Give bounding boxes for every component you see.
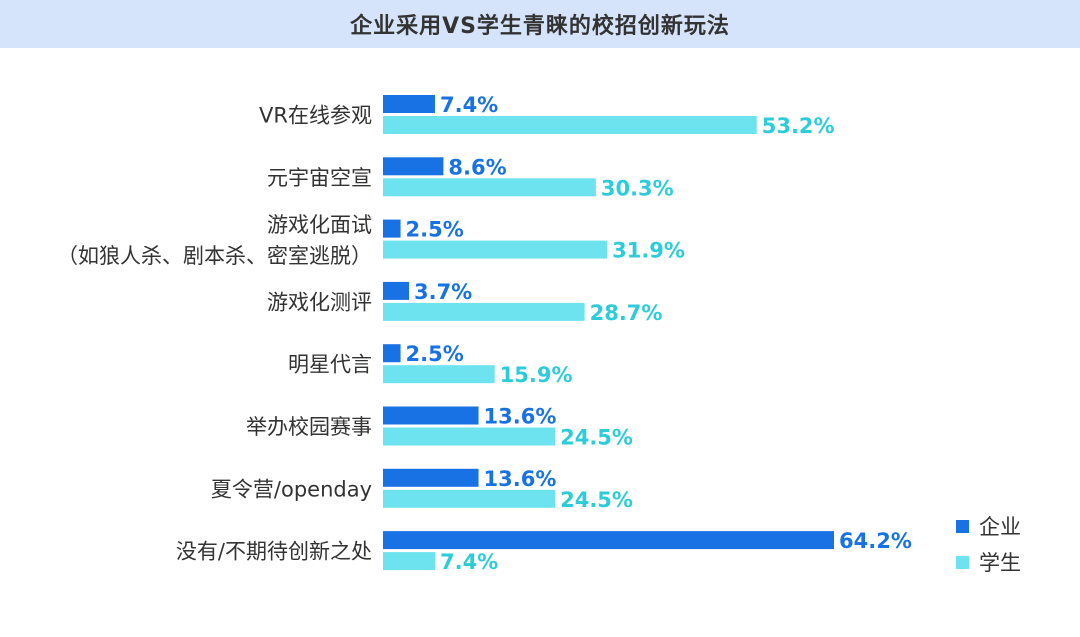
bar-enterprise-7 xyxy=(383,531,834,550)
bar-enterprise-4 xyxy=(383,344,401,363)
category-label-4: 明星代言 xyxy=(288,353,372,377)
bar-student-4 xyxy=(383,365,495,384)
data-label-enterprise-5: 13.6% xyxy=(484,405,557,429)
data-label-enterprise-7: 64.2% xyxy=(839,529,912,553)
bar-enterprise-1 xyxy=(383,157,444,176)
data-label-enterprise-1: 8.6% xyxy=(448,155,506,179)
legend: 企业 学生 xyxy=(956,508,1021,580)
category-label-1: 元宇宙空宣 xyxy=(267,166,372,190)
data-label-student-7: 7.4% xyxy=(440,550,498,574)
data-label-student-3: 28.7% xyxy=(590,301,663,325)
data-label-enterprise-2: 2.5% xyxy=(406,218,464,242)
legend-item-student: 学生 xyxy=(956,544,1021,580)
data-label-enterprise-0: 7.4% xyxy=(440,93,498,117)
data-label-enterprise-6: 13.6% xyxy=(484,467,557,491)
bar-enterprise-6 xyxy=(383,468,479,487)
category-label-7: 没有/不期待创新之处 xyxy=(176,540,372,564)
data-label-student-4: 15.9% xyxy=(500,363,573,387)
category-label-0: VR在线参观 xyxy=(259,104,372,128)
category-label-5: 举办校园赛事 xyxy=(246,415,372,439)
data-label-enterprise-4: 2.5% xyxy=(406,342,464,366)
data-label-student-1: 30.3% xyxy=(601,176,674,200)
data-label-enterprise-3: 3.7% xyxy=(414,280,472,304)
chart-title: 企业采用VS学生青睐的校招创新玩法 xyxy=(350,14,730,39)
bar-student-2 xyxy=(383,240,608,259)
bar-student-1 xyxy=(383,178,596,197)
chart-title-bar: 企业采用VS学生青睐的校招创新玩法 xyxy=(0,0,1080,48)
bar-student-0 xyxy=(383,116,757,134)
legend-item-enterprise: 企业 xyxy=(956,508,1021,544)
data-label-student-6: 24.5% xyxy=(560,488,633,512)
bar-student-5 xyxy=(383,427,556,446)
data-label-student-5: 24.5% xyxy=(560,426,633,450)
bar-enterprise-5 xyxy=(383,406,479,425)
bar-student-3 xyxy=(383,302,585,321)
category-label-6: 夏令营/openday xyxy=(211,477,372,501)
category-label-2-line-0: 游戏化面试 xyxy=(267,213,372,237)
data-label-student-0: 53.2% xyxy=(762,114,835,138)
legend-label-enterprise: 企业 xyxy=(979,515,1021,539)
bar-student-6 xyxy=(383,489,556,508)
category-label-3: 游戏化测评 xyxy=(267,290,372,314)
legend-swatch-enterprise xyxy=(956,519,969,533)
legend-swatch-student xyxy=(956,555,969,569)
data-label-student-2: 31.9% xyxy=(612,239,685,263)
bar-enterprise-2 xyxy=(383,219,401,238)
category-label-2-line-1: （如狼人杀、剧本杀、密室逃脱） xyxy=(57,244,372,268)
legend-label-student: 学生 xyxy=(979,551,1021,575)
bar-student-7 xyxy=(383,552,435,571)
bar-enterprise-0 xyxy=(383,95,435,113)
bar-enterprise-3 xyxy=(383,281,409,300)
